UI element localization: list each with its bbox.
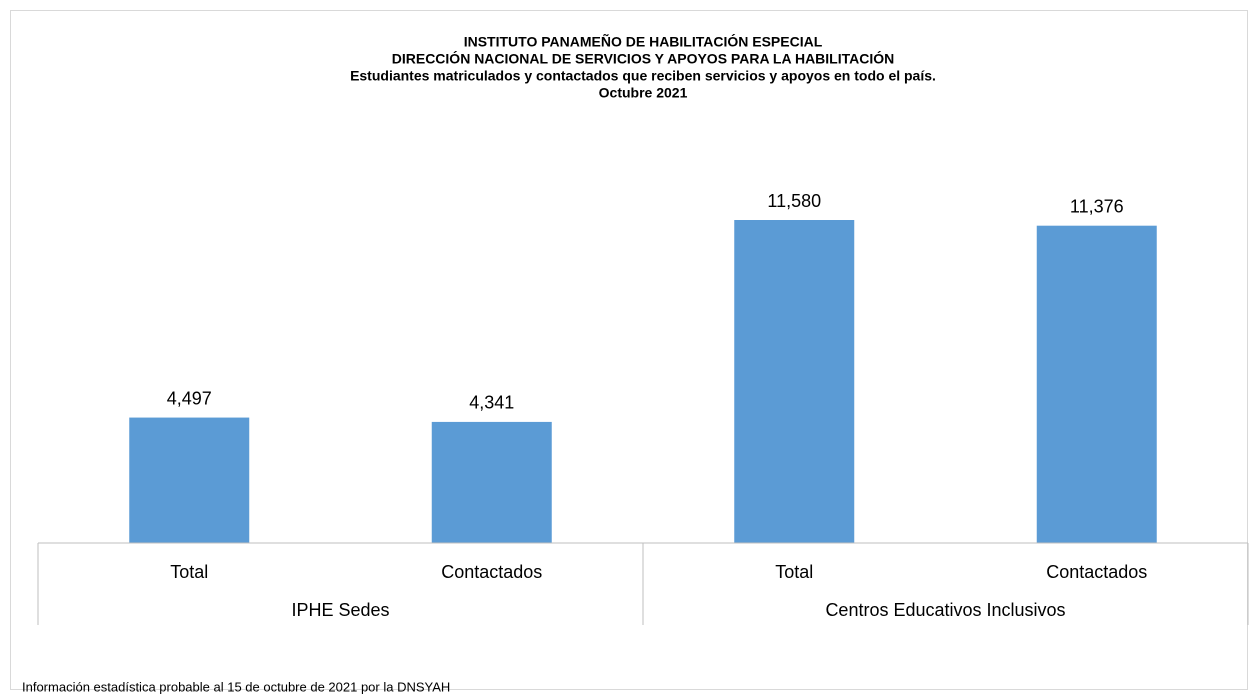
value-label: 11,376	[1070, 196, 1124, 216]
chart-subtitle: Estudiantes matriculados y contactados q…	[350, 68, 936, 84]
chart-title: INSTITUTO PANAMEÑO DE HABILITACIÓN ESPEC…	[464, 33, 823, 50]
x-tick-label: Total	[775, 562, 813, 582]
bar	[129, 417, 250, 543]
bar	[1036, 225, 1157, 543]
chart-subtitle: DIRECCIÓN NACIONAL DE SERVICIOS Y APOYOS…	[392, 50, 895, 67]
x-tick-label: Contactados	[441, 562, 542, 582]
value-label: 4,497	[167, 388, 212, 408]
bar	[431, 421, 552, 543]
x-tick-label: Total	[170, 562, 208, 582]
bar	[734, 220, 855, 543]
value-label: 11,580	[767, 191, 821, 211]
footnote: Información estadística probable al 15 d…	[22, 679, 450, 694]
chart-subtitle: Octubre 2021	[599, 85, 688, 101]
group-label: IPHE Sedes	[291, 600, 389, 620]
group-label: Centros Educativos Inclusivos	[825, 600, 1065, 620]
x-tick-label: Contactados	[1046, 562, 1147, 582]
value-label: 4,341	[469, 393, 514, 413]
